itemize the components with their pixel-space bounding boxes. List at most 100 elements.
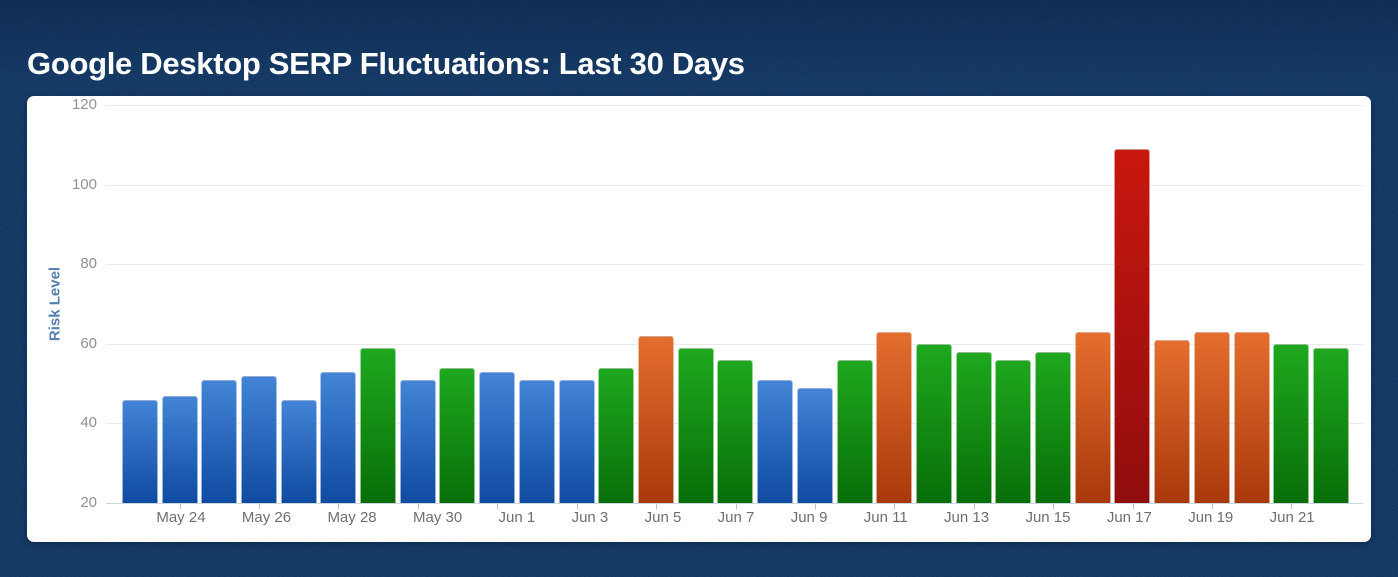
bar-jun-9[interactable] — [796, 387, 833, 503]
x-tick-label-jun-7: Jun 7 — [717, 509, 755, 526]
bar-band — [755, 105, 795, 503]
gridline-120 — [106, 105, 1363, 106]
x-tick-label-empty — [206, 509, 242, 527]
bar-band — [279, 105, 319, 503]
bar-may-25[interactable] — [201, 379, 238, 503]
bar-may-26[interactable] — [240, 375, 277, 503]
gridline-60 — [106, 343, 1363, 345]
x-tick-label-empty — [1233, 509, 1269, 527]
x-tick-label-jun-11: Jun 11 — [863, 509, 908, 526]
gridline-80 — [106, 264, 1363, 266]
bar-band — [1192, 105, 1232, 503]
bar-jun-15[interactable] — [1035, 351, 1072, 503]
bar-may-27[interactable] — [280, 399, 317, 503]
bar-band — [120, 105, 160, 503]
bar-band — [517, 105, 557, 503]
x-tick-label-jun-17: Jun 17 — [1106, 509, 1152, 526]
bar-band — [795, 105, 835, 503]
x-tick-label-empty — [908, 509, 944, 527]
bar-band — [1152, 105, 1192, 503]
bar-band — [1073, 105, 1113, 503]
chart-panel: 120 100 80 60 40 20 Risk Level May 24 May 26 Ma… — [27, 96, 1371, 542]
x-tick-label-empty — [1152, 509, 1188, 527]
x-axis-line — [106, 503, 1363, 504]
x-tick-label-empty — [462, 509, 498, 527]
bar-band — [1311, 105, 1351, 503]
bar-band — [1033, 105, 1073, 503]
x-tick-mark — [1291, 504, 1293, 509]
x-axis-labels: May 24 May 26 May 28 May 30 Jun 1 Jun 3 Jun 5 J… — [120, 509, 1351, 527]
bar-band — [636, 105, 676, 503]
bar-may-31[interactable] — [439, 367, 476, 503]
x-tick-label-jun-15: Jun 15 — [1025, 509, 1071, 526]
bar-jun-21[interactable] — [1273, 343, 1310, 503]
x-tick-mark — [576, 504, 578, 509]
x-tick-label-empty — [989, 509, 1025, 527]
bar-jun-13[interactable] — [955, 351, 992, 503]
x-tick-label-empty — [754, 509, 790, 527]
x-tick-mark — [179, 504, 181, 509]
bar-jun-20[interactable] — [1233, 331, 1270, 503]
bar-jun-3[interactable] — [558, 379, 595, 503]
bar-jun-7[interactable] — [717, 359, 754, 503]
bar-may-30[interactable] — [399, 379, 436, 503]
bar-band — [596, 105, 636, 503]
x-tick-label-jun-9: Jun 9 — [790, 509, 828, 526]
bar-band — [835, 105, 875, 503]
bar-band — [477, 105, 517, 503]
y-tick-label-40: 40 — [80, 414, 97, 432]
bar-may-23[interactable] — [121, 399, 158, 503]
bar-jun-4[interactable] — [598, 367, 635, 503]
bar-band — [1113, 105, 1153, 503]
bar-jun-10[interactable] — [836, 359, 873, 503]
bar-jun-8[interactable] — [757, 379, 794, 503]
x-tick-label-empty — [1315, 509, 1351, 527]
bar-jun-6[interactable] — [677, 347, 714, 503]
bar-band — [716, 105, 756, 503]
x-tick-mark — [1132, 504, 1134, 509]
x-tick-mark — [1053, 504, 1055, 509]
bar-jun-1[interactable] — [479, 371, 516, 503]
top-vignette — [0, 0, 1398, 80]
bar-band — [438, 105, 478, 503]
bar-may-28[interactable] — [320, 371, 357, 503]
x-tick-label-empty — [291, 509, 327, 527]
bar-jun-22[interactable] — [1312, 347, 1349, 503]
y-tick-label-120: 120 — [71, 96, 97, 113]
bar-jun-12[interactable] — [915, 343, 952, 503]
x-tick-label-empty — [608, 509, 644, 527]
x-tick-mark — [258, 504, 260, 509]
x-tick-mark — [1212, 504, 1214, 509]
bar-jun-18[interactable] — [1154, 339, 1191, 503]
bar-jun-11[interactable] — [876, 331, 913, 503]
bar-jun-2[interactable] — [518, 379, 555, 503]
x-tick-label-empty — [377, 509, 413, 527]
bar-jun-16[interactable] — [1074, 331, 1111, 503]
x-tick-mark — [894, 504, 896, 509]
bar-jun-14[interactable] — [995, 359, 1032, 503]
bar-jun-5[interactable] — [637, 335, 674, 503]
y-tick-label-60: 60 — [80, 334, 97, 352]
bar-may-24[interactable] — [161, 395, 198, 503]
bar-band — [199, 105, 239, 503]
y-tick-label-20: 20 — [80, 494, 97, 511]
bar-jun-17[interactable] — [1114, 148, 1151, 503]
bar-band — [676, 105, 716, 503]
bar-may-29[interactable] — [360, 347, 397, 503]
x-tick-label-may-28: May 28 — [327, 509, 377, 526]
bar-band — [557, 105, 597, 503]
x-tick-label-may-30: May 30 — [412, 509, 463, 526]
bar-band — [993, 105, 1033, 503]
x-tick-mark — [973, 504, 975, 509]
bar-band — [914, 105, 954, 503]
x-tick-label-jun-3: Jun 3 — [571, 509, 609, 526]
bar-band — [319, 105, 359, 503]
bar-band — [954, 105, 994, 503]
x-tick-mark — [338, 504, 340, 509]
y-tick-label-80: 80 — [80, 255, 97, 273]
x-tick-mark — [417, 504, 419, 509]
x-tick-label-jun-13: Jun 13 — [944, 509, 990, 526]
x-tick-mark — [814, 504, 816, 509]
bar-jun-19[interactable] — [1193, 331, 1230, 503]
